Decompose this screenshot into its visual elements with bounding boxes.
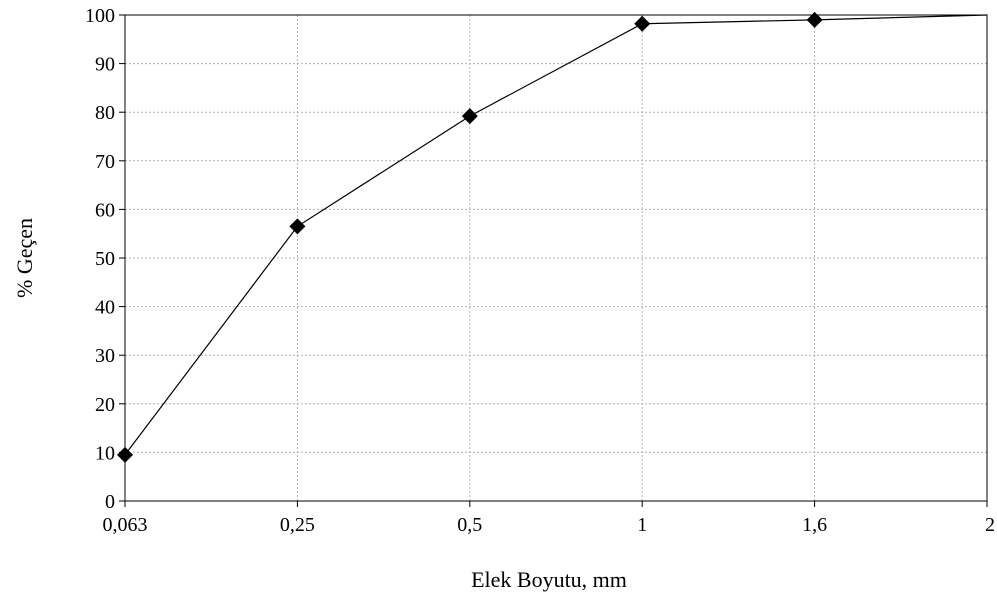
grid-lines — [125, 15, 987, 501]
x-tick-label: 0,063 — [103, 514, 148, 536]
y-tick-label: 100 — [85, 5, 115, 27]
y-axis-ticks: 0 10 20 30 40 50 60 70 80 90 100 — [85, 5, 125, 513]
y-tick-label: 20 — [95, 394, 115, 416]
x-axis-ticks: 0,063 0,25 0,5 1 1,6 2 — [103, 501, 995, 536]
y-tick-label: 90 — [95, 54, 115, 76]
y-tick-label: 50 — [95, 248, 115, 270]
y-axis-title: % Geçen — [12, 218, 37, 298]
series-line — [124, 14, 988, 456]
x-tick-label: 1 — [637, 514, 647, 536]
x-axis-title: Elek Boyutu, mm — [471, 567, 627, 592]
y-tick-label: 0 — [105, 491, 115, 513]
x-tick-label: 2 — [985, 514, 995, 536]
data-point-marker — [806, 11, 823, 28]
y-tick-label: 80 — [95, 102, 115, 124]
y-tick-label: 40 — [95, 297, 115, 319]
y-tick-label: 10 — [95, 442, 115, 464]
y-tick-label: 30 — [95, 345, 115, 367]
data-point-marker — [117, 446, 133, 463]
data-point-marker — [461, 108, 478, 125]
data-point-marker — [634, 15, 651, 32]
x-tick-label: 0,25 — [280, 514, 315, 536]
data-point-marker — [289, 218, 306, 235]
x-tick-label: 0,5 — [457, 514, 482, 536]
y-tick-label: 60 — [95, 199, 115, 221]
series-group — [117, 11, 988, 463]
x-tick-label: 1,6 — [802, 514, 827, 536]
y-tick-label: 70 — [95, 151, 115, 173]
